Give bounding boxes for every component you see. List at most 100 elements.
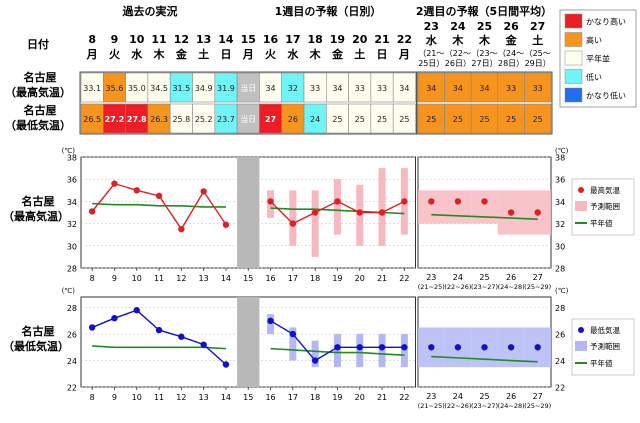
min-chart-forecast-range-bar <box>333 334 341 368</box>
week2-min-row-cell-value: 25 <box>426 115 436 124</box>
week2-day-weekday: 木 <box>478 33 491 47</box>
min-chart-forecast-point <box>401 344 408 351</box>
week2-range-start: （22～ <box>445 49 471 58</box>
max-chart-week2-ytick-label: 30 <box>555 242 565 251</box>
min-chart-forecast-range-bar <box>378 334 386 368</box>
min-chart-xtick-label: 17 <box>288 393 298 402</box>
max-chart-forecast-point <box>378 209 386 216</box>
week2-day-weekday: 木 <box>451 33 464 47</box>
min-chart-observed-point <box>133 307 140 314</box>
day-weekday: 木 <box>153 47 166 61</box>
min-chart-label-city: 名古屋 <box>22 324 55 338</box>
min-row-cell-value: 26.3 <box>150 115 168 124</box>
min-chart-week2-xtick-label: 25 <box>479 392 489 401</box>
max-chart-forecast-point <box>401 198 408 205</box>
day-number: 13 <box>196 33 211 46</box>
week2-max-row-cell <box>470 72 499 103</box>
max-chart-ytick-label: 36 <box>67 176 77 185</box>
min-chart-xtick-label: 13 <box>199 393 209 402</box>
max-chart-week2-ytick-label: 38 <box>555 154 565 163</box>
min-row-cell-value: 24 <box>310 115 320 124</box>
max-chart-week2-xtick-label: 27 <box>533 273 543 282</box>
max-row-cell-value: 33.1 <box>83 84 101 93</box>
min-chart-unit-label: (℃) <box>62 287 76 295</box>
min-chart-week2-unit-label: (℃) <box>555 287 569 295</box>
week2-max-row-cell <box>497 72 525 103</box>
date-label: 日付 <box>27 37 49 51</box>
max-chart-xtick-label: 12 <box>176 274 186 283</box>
min-chart-legend-band-label: 予測範囲 <box>590 341 620 351</box>
max-chart-week2-xtick-sub: (23~27) <box>471 283 498 291</box>
max-chart-forecast-point <box>267 198 274 205</box>
min-row-label-city: 名古屋 <box>24 103 57 117</box>
min-chart-week2-xtick-label: 24 <box>453 392 463 401</box>
min-row-cell-value: 25 <box>377 115 387 124</box>
max-chart-forecast-point <box>356 209 363 216</box>
min-chart-ytick-label: 26 <box>67 331 77 340</box>
week2-min-row-cell-value: 25 <box>506 115 516 124</box>
category-legend-label: かなり低い <box>586 91 626 101</box>
min-chart-week2-xtick-sub: (24~28) <box>498 402 525 410</box>
max-chart-xtick-label: 10 <box>132 274 142 283</box>
day-weekday: 水 <box>287 47 299 61</box>
max-chart-ytick-label: 34 <box>67 198 77 207</box>
min-chart-xtick-label: 22 <box>399 393 409 402</box>
max-chart-forecast-range-bar <box>289 190 297 246</box>
max-chart-legend-band-label: 予測範囲 <box>590 201 620 211</box>
max-chart-week2-xtick-sub: (24~28) <box>498 283 525 291</box>
min-chart-week2-point <box>507 344 515 351</box>
max-chart-xtick-label: 18 <box>310 274 320 283</box>
min-chart-legend-band-marker <box>575 341 587 351</box>
min-chart-week2-point <box>481 344 488 351</box>
day-weekday: 金 <box>175 47 188 61</box>
min-chart-xtick-label: 8 <box>90 393 95 402</box>
max-chart-week2-normal-line <box>431 213 538 220</box>
min-chart-week2-xtick-sub: (21~25) <box>418 402 445 410</box>
max-chart-week2-xtick-sub: (22~26) <box>444 283 471 291</box>
min-chart-xtick-label: 11 <box>154 393 164 402</box>
min-chart-week2-ytick-label: 24 <box>555 357 565 366</box>
min-chart-forecast-point <box>311 357 319 364</box>
category-legend-label: かなり高い <box>586 17 626 27</box>
day-number: 17 <box>285 33 300 46</box>
min-row-cell-value: 27.2 <box>105 115 125 124</box>
min-chart-legend-line-label: 平年値 <box>590 358 613 368</box>
min-row-cell <box>392 103 416 134</box>
max-chart-normal-line-past <box>92 202 226 208</box>
day-number: 14 <box>218 33 234 46</box>
category-legend-label: 低い <box>586 72 602 82</box>
min-chart-week2-ytick-label: 28 <box>555 304 565 313</box>
week2-min-row-cell <box>497 103 525 134</box>
day-number: 20 <box>352 33 368 46</box>
max-chart-xtick-label: 15 <box>243 274 253 283</box>
max-row-cell-value: 35.6 <box>106 84 124 93</box>
day-weekday: 月 <box>242 48 254 61</box>
week2-range-end: 27日） <box>471 59 497 68</box>
min-chart-ytick-label: 28 <box>67 304 77 313</box>
max-chart-xtick-label: 22 <box>399 274 409 283</box>
day-weekday: 月 <box>86 48 98 61</box>
max-chart-ytick-label: 30 <box>67 242 77 251</box>
category-legend-swatch <box>564 32 583 47</box>
min-chart-observed-point <box>88 324 96 331</box>
min-chart-week2-ytick-label: 22 <box>555 384 565 393</box>
category-legend-swatch <box>564 87 583 103</box>
min-chart-week2-point <box>534 344 541 351</box>
min-row-cell-value: 26 <box>288 115 298 124</box>
min-chart-week2-xtick-label: 26 <box>506 392 516 401</box>
min-row-cell-value: 25 <box>399 115 409 124</box>
max-row-cell-value: 34.9 <box>195 84 213 93</box>
week2-max-row-cell-value: 33 <box>506 84 516 93</box>
max-chart-week2-point <box>507 209 515 216</box>
max-chart-observed-point <box>88 208 96 215</box>
min-chart-week2-ytick-label: 26 <box>555 331 565 340</box>
week2-range-end: 29日） <box>525 59 551 68</box>
week2-range-start: （21～ <box>418 49 444 58</box>
category-legend-swatch <box>564 13 583 29</box>
day-weekday: 日 <box>377 48 388 61</box>
week2-range-end: 25日） <box>418 59 444 68</box>
max-row-cell-value: 34 <box>332 84 342 93</box>
week2-day-number: 25 <box>477 20 492 33</box>
week2-range-start: （24～ <box>498 49 524 58</box>
min-chart-observed-point <box>178 333 185 340</box>
